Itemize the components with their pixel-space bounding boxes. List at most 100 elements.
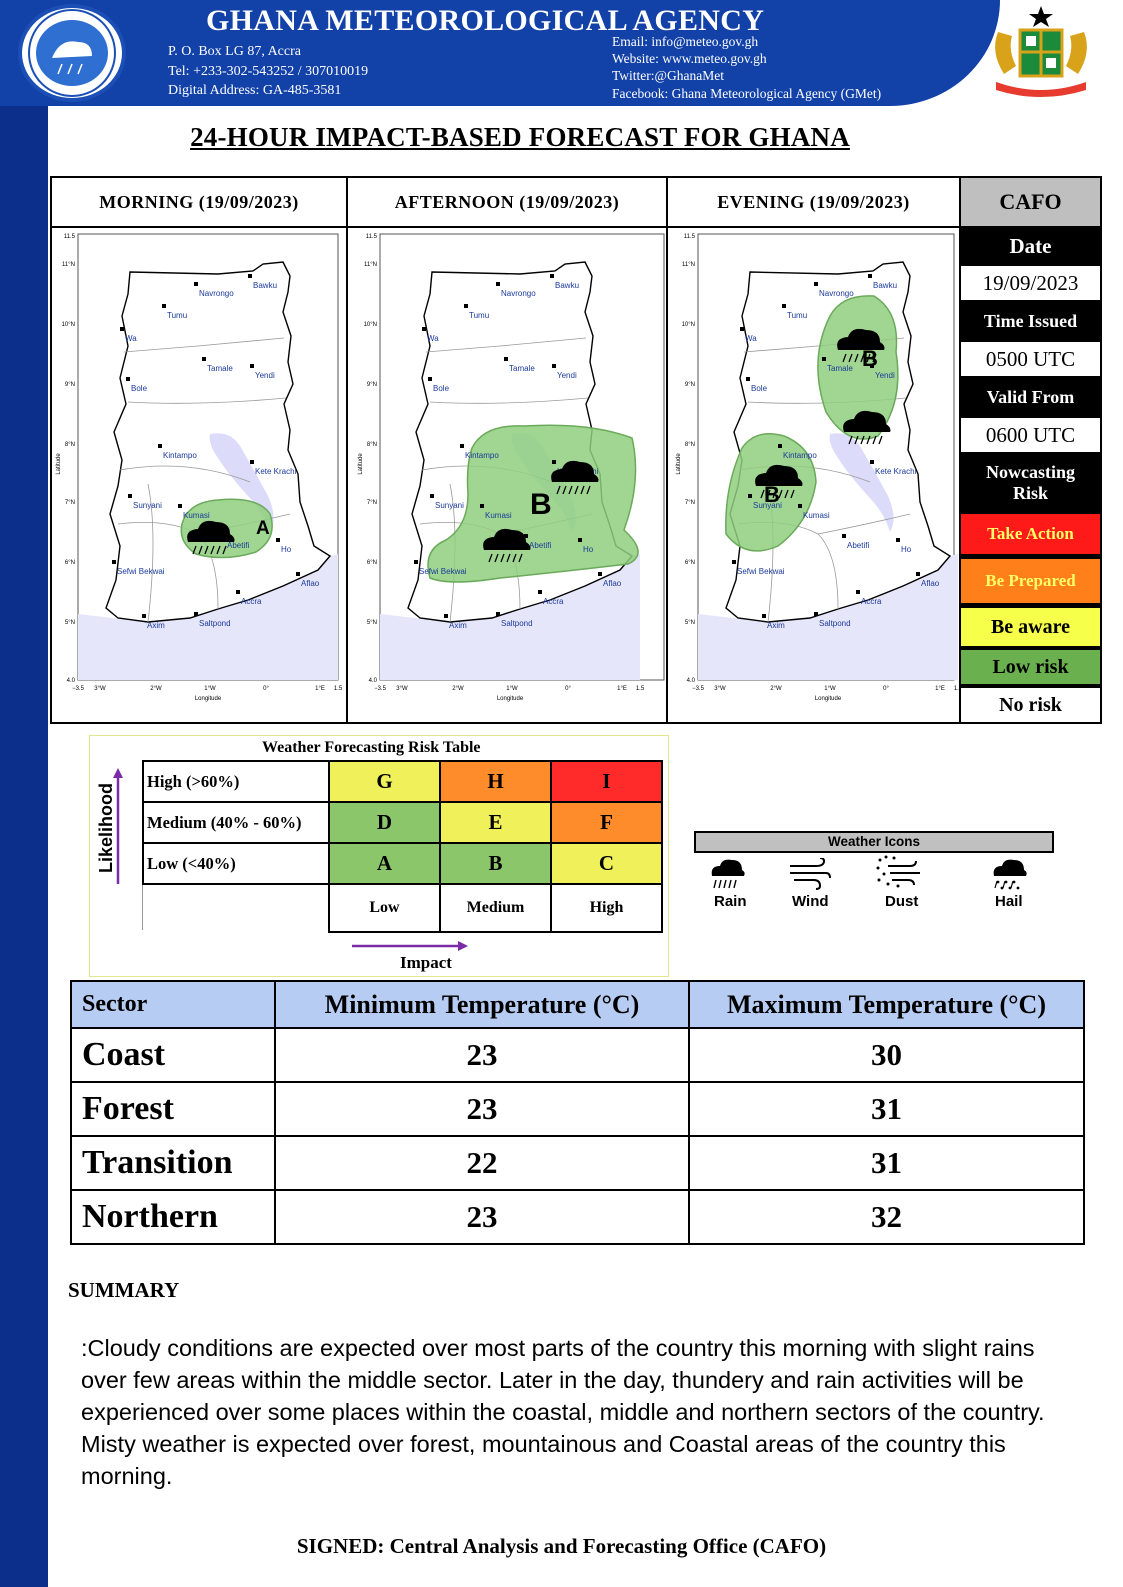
address-line: P. O. Box LG 87, Accra xyxy=(168,44,301,59)
town-marker xyxy=(496,282,500,286)
lat-tick-label: 10°N xyxy=(62,322,75,328)
lat-tick-label: 4.0 xyxy=(687,678,696,684)
table-row: Transition 22 31 xyxy=(70,1135,1085,1191)
risk-zone-label: B xyxy=(862,346,878,371)
lat-tick-label: 10°N xyxy=(364,322,377,328)
town-marker xyxy=(178,504,182,508)
town-label: Bole xyxy=(751,384,768,393)
town-label: Tumu xyxy=(469,311,489,320)
town-label: Axim xyxy=(767,621,785,630)
town-marker xyxy=(778,444,782,448)
rain-cloud-icon xyxy=(843,410,891,445)
summary-heading: SUMMARY xyxy=(68,1278,180,1302)
lon-tick-label: −3.5 xyxy=(374,686,387,692)
town-label: Yendi xyxy=(255,371,275,380)
weather-icons-header: Weather Icons xyxy=(694,831,1054,853)
valid-from-value: 0600 UTC xyxy=(961,418,1100,452)
town-marker xyxy=(248,274,252,278)
town-label: Navrongo xyxy=(819,289,854,298)
lon-tick-label: 2°W xyxy=(150,686,162,692)
town-label: Sefwi Bekwai xyxy=(117,567,165,576)
cafo-header: CAFO xyxy=(961,178,1100,226)
town-marker xyxy=(798,504,802,508)
lake-volta xyxy=(829,433,894,532)
town-label: Tamale xyxy=(827,364,853,373)
risk-zone xyxy=(817,295,899,440)
morning-panel-heading: MORNING (19/09/2023) xyxy=(50,176,348,228)
town-marker xyxy=(414,560,418,564)
risk-cell-d: D xyxy=(328,801,441,844)
town-label: Bawku xyxy=(873,281,897,290)
town-marker xyxy=(444,614,448,618)
max-temp-value: 32 xyxy=(688,1189,1085,1245)
town-marker xyxy=(158,444,162,448)
town-label: Tamale xyxy=(207,364,233,373)
legend-be-prepared: Be Prepared xyxy=(961,559,1100,603)
lat-tick-label: 11°N xyxy=(682,262,695,268)
risk-cell-b: B xyxy=(439,842,552,885)
town-label: Wa xyxy=(745,334,757,343)
lake-volta xyxy=(209,433,274,532)
rain-label: Rain xyxy=(714,893,747,910)
town-marker xyxy=(202,357,206,361)
risk-grid: High (>60%) G H I Medium (40% - 60%) D E… xyxy=(142,760,663,933)
risk-zone-label: A xyxy=(256,518,270,539)
town-label: Sefwi Bekwai xyxy=(419,567,467,576)
region-boundary xyxy=(119,465,251,483)
risk-zone-label: B xyxy=(530,488,552,521)
ghana-coat-of-arms-icon xyxy=(995,6,1087,97)
town-marker xyxy=(538,590,542,594)
rain-cloud-icon xyxy=(755,464,803,499)
temperature-header-row: Sector Minimum Temperature (°C) Maximum … xyxy=(70,980,1085,1029)
map-ylabel: Latitude xyxy=(56,453,62,475)
region-boundary xyxy=(127,397,287,404)
lon-tick-label: 0° xyxy=(263,686,269,692)
town-marker xyxy=(782,304,786,308)
min-temp-value: 22 xyxy=(274,1135,690,1191)
rain-cloud-icon xyxy=(187,520,235,555)
risk-table-title: Weather Forecasting Risk Table xyxy=(262,739,481,756)
town-label: Tamale xyxy=(509,364,535,373)
afternoon-panel-heading: AFTERNOON (19/09/2023) xyxy=(346,176,668,228)
town-marker xyxy=(126,377,130,381)
map-xlabel: Longitude xyxy=(497,696,524,702)
lat-tick-label: 10°N xyxy=(682,322,695,328)
risk-row-label: High (>60%) xyxy=(142,760,330,803)
evening-panel-heading: EVENING (19/09/2023) xyxy=(666,176,961,228)
dust-icon xyxy=(876,855,920,888)
lat-tick-label: 11.5 xyxy=(64,234,76,240)
gmet-logo-icon xyxy=(18,4,126,102)
risk-zone-label: B xyxy=(764,482,780,507)
lat-tick-label: 6°N xyxy=(65,560,75,566)
town-label: Abetifi xyxy=(847,541,869,550)
impact-label: Impact xyxy=(400,953,452,972)
lat-tick-label: 4.0 xyxy=(67,678,76,684)
sea-area xyxy=(698,554,958,680)
town-label: Ho xyxy=(901,545,912,554)
lat-tick-label: 6°N xyxy=(367,560,377,566)
town-marker xyxy=(856,590,860,594)
lat-tick-label: 4.0 xyxy=(369,678,378,684)
town-marker xyxy=(120,327,124,331)
lat-tick-label: 7°N xyxy=(367,500,377,506)
lon-tick-label: −3.5 xyxy=(692,686,705,692)
town-marker xyxy=(250,364,254,368)
lat-tick-label: 8°N xyxy=(685,442,695,448)
lon-tick-label: 2°W xyxy=(770,686,782,692)
lon-tick-label: 0° xyxy=(565,686,571,692)
lat-tick-label: 9°N xyxy=(367,382,377,388)
town-marker xyxy=(430,494,434,498)
impact-medium: Medium xyxy=(439,883,552,933)
risk-cell-f: F xyxy=(550,801,663,844)
cafo-panel: CAFO Date 19/09/2023 Time Issued 0500 UT… xyxy=(959,176,1102,724)
lon-tick-label: 0° xyxy=(883,686,889,692)
risk-row-medium: Medium (40% - 60%) D E F xyxy=(142,801,663,844)
email-line: Email: info@meteo.gov.gh xyxy=(612,34,759,49)
town-label: Aflao xyxy=(603,579,622,588)
time-issued-label: Time Issued xyxy=(983,310,1078,331)
lat-tick-label: 7°N xyxy=(65,500,75,506)
lat-tick-label: 11.5 xyxy=(366,234,378,240)
rain-cloud-icon xyxy=(837,328,885,363)
risk-row-low: Low (<40%) A B C xyxy=(142,842,663,885)
sector-name: Forest xyxy=(70,1081,276,1137)
